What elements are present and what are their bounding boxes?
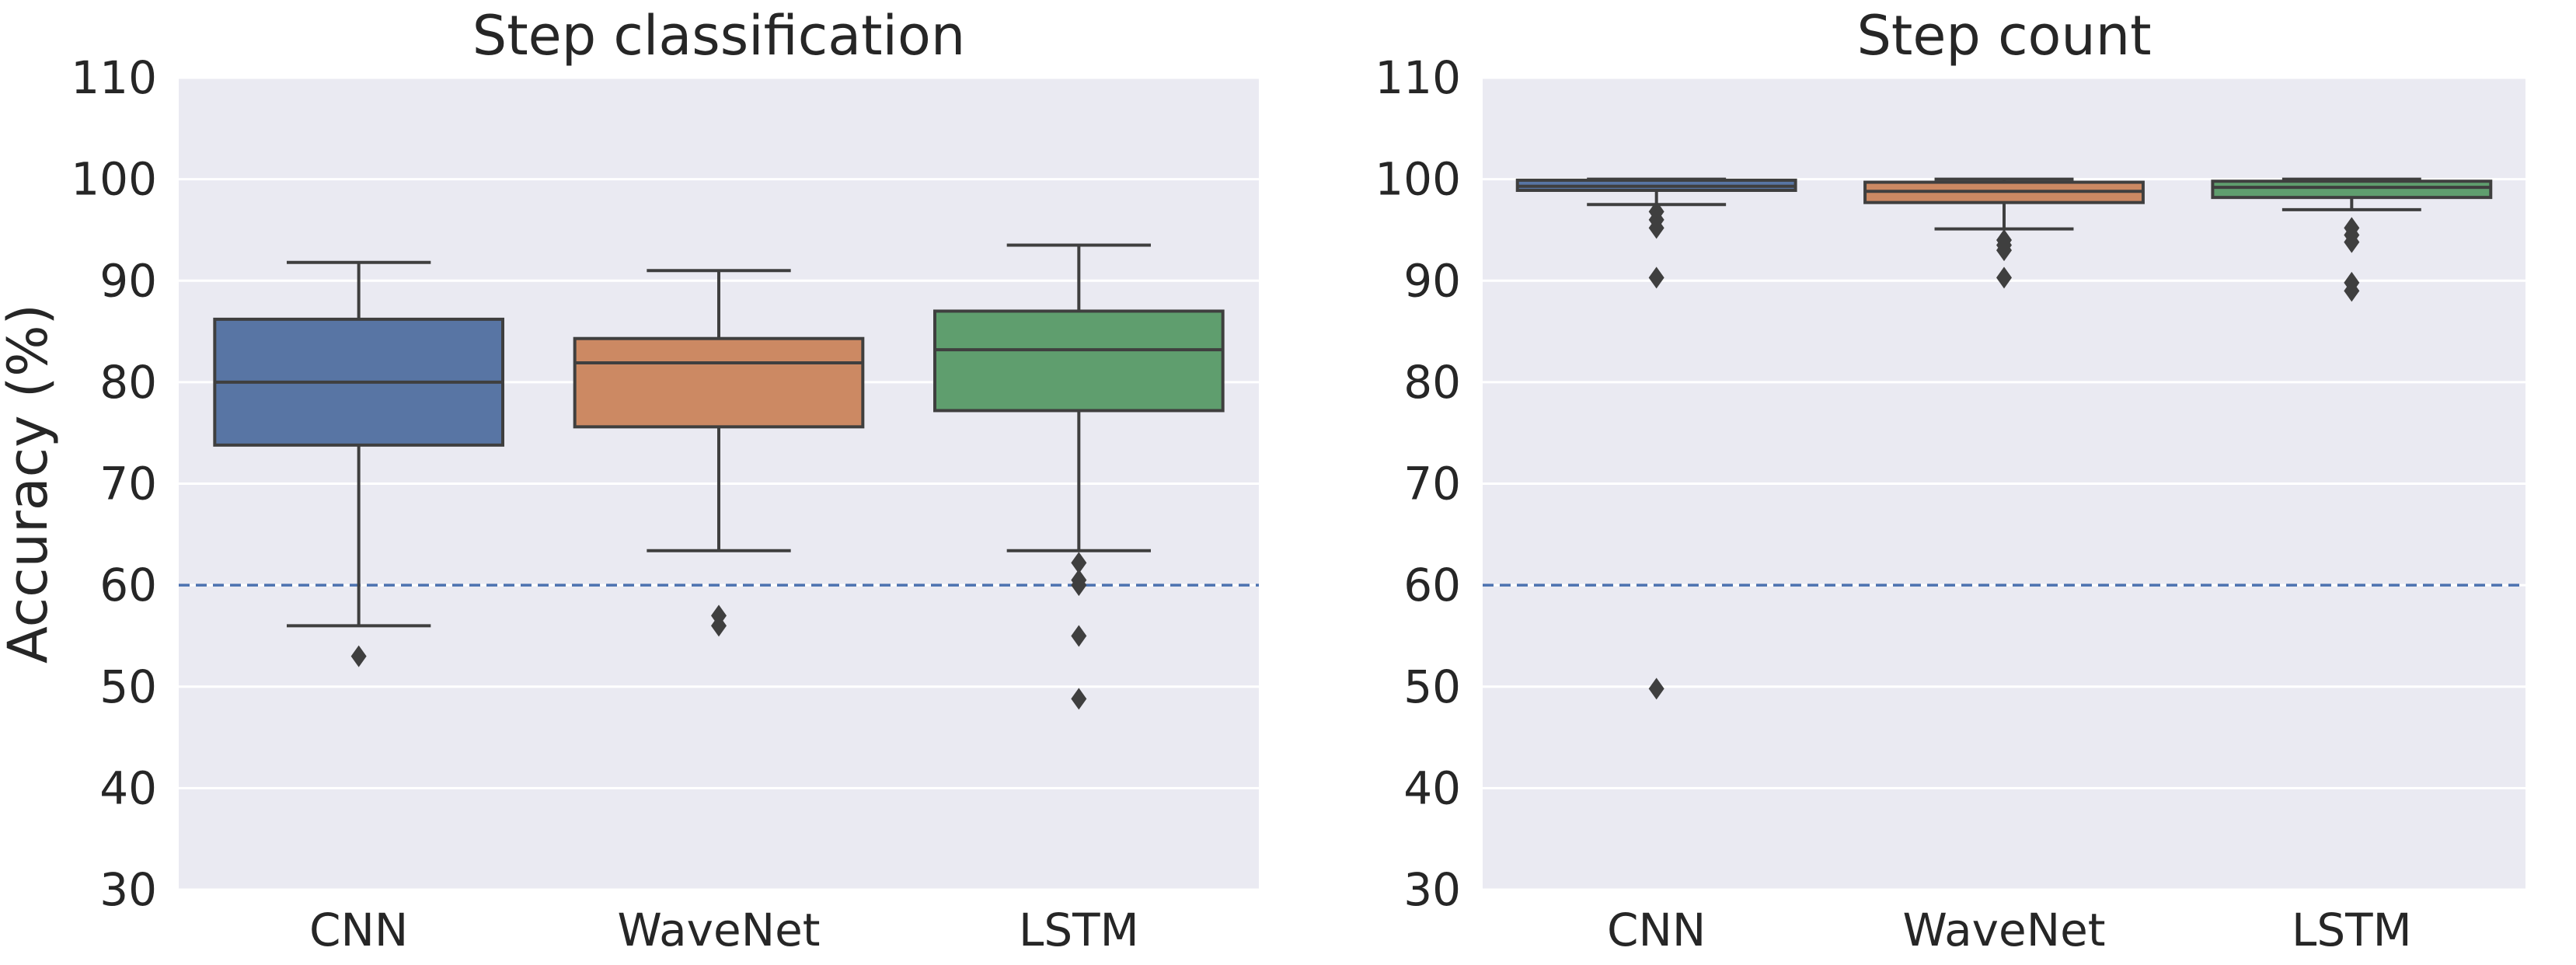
outlier-wavenet-2 [1996,239,2012,262]
y-tick-label-70: 70 [99,458,157,510]
y-tick-label-70: 70 [1403,458,1461,510]
outlier-lstm-2 [2344,231,2360,253]
y-tick-label-100: 100 [1375,153,1461,206]
y-tick-label-110: 110 [71,51,157,104]
y-tick-label-80: 80 [1403,356,1461,409]
outlier-cnn-0 [350,645,367,667]
panel-step-count: 30 40 50 60 70 80 90 100 110 CNN WaveNet LSTM Step c… [1375,4,2525,956]
y-tick-label-110: 110 [1375,51,1461,104]
outlier-cnn-4 [1648,678,1664,700]
outlier-cnn-3 [1648,267,1664,289]
y-tick-label-50: 50 [99,660,157,713]
chart-title: Step count [1856,4,2151,68]
y-tick-label-60: 60 [1403,559,1461,611]
box-lstm [933,309,1225,413]
outlier-lstm-3 [1071,625,1087,647]
box-wavenet [573,336,865,429]
x-tick-label-wavenet: WaveNet [618,904,821,956]
y-tick-label-30: 30 [99,863,157,916]
outlier-lstm-2 [1071,574,1087,597]
y-tick-label-60: 60 [99,559,157,611]
outlier-cnn-2 [1648,217,1664,239]
x-tick-label-cnn: CNN [309,904,408,956]
outlier-lstm-4 [2344,280,2360,302]
box-lstm [2211,179,2493,200]
panel-step-classification: 30 40 50 60 70 80 90 100 110 CNN WaveNet LSTM Step c… [0,4,1259,956]
y-tick-label-40: 40 [99,761,157,814]
outlier-wavenet-1 [711,615,727,637]
y-axis-label: Accuracy (%) [0,304,60,664]
y-tick-label-80: 80 [99,356,157,409]
outlier-wavenet-3 [1996,267,2012,289]
y-tick-label-90: 90 [1403,254,1461,307]
y-tick-label-90: 90 [99,254,157,307]
outlier-lstm-4 [1071,688,1087,710]
x-tick-label-lstm: LSTM [1019,904,1139,956]
y-tick-label-40: 40 [1403,761,1461,814]
chart-title: Step classification [472,4,965,68]
y-tick-label-100: 100 [71,153,157,206]
x-tick-label-lstm: LSTM [2292,904,2412,956]
x-tick-label-cnn: CNN [1607,904,1706,956]
outlier-lstm-0 [1071,552,1087,574]
x-tick-label-wavenet: WaveNet [1903,904,2106,956]
y-tick-label-50: 50 [1403,660,1461,713]
y-tick-label-30: 30 [1403,863,1461,916]
